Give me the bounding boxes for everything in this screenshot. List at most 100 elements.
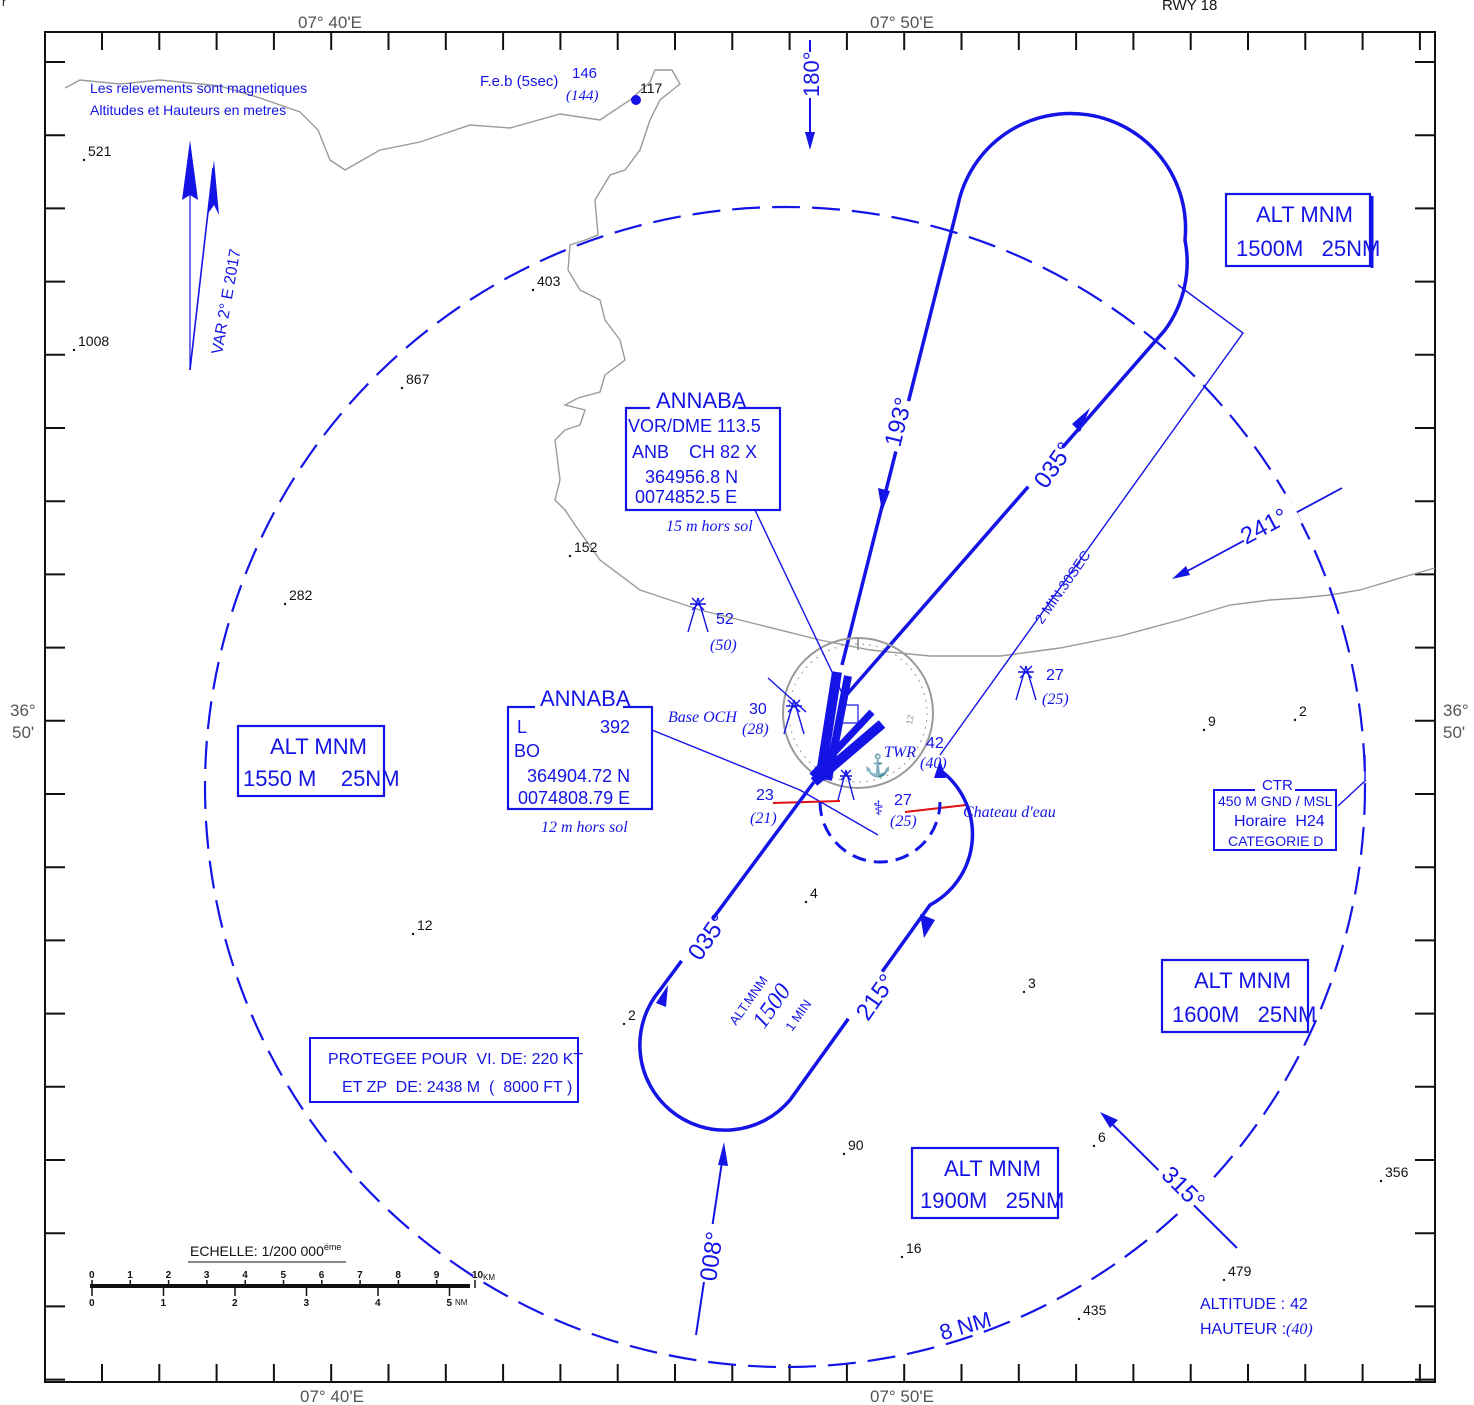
bearing-008: 008°: [695, 1230, 729, 1283]
runway-label: RWY 18: [1162, 0, 1217, 14]
ndb-lat: 364904.72 N: [527, 766, 630, 786]
msa-nw-title: ALT MNM: [270, 734, 367, 759]
chateau-label: Chateau d'eau: [963, 804, 1056, 821]
spot-height-dot: [1293, 718, 1297, 722]
spot-height-label: 867: [406, 371, 430, 387]
msa-e-value: 1600M 25NM: [1172, 1002, 1316, 1027]
scale-bar: ECHELLE: 1/200 000éme 0 1 2 3 4 5 6 7 8 9 10 0 1 2 3 4…: [89, 1242, 495, 1309]
airport-compass-rose: 12: [782, 637, 934, 789]
inbound-193-arrow-icon: [878, 488, 890, 512]
msa-box-ne: ALT MNM 1500M 25NM: [1224, 192, 1380, 268]
spot-height-label: 521: [88, 143, 112, 159]
ndb-name: ANNABA: [540, 686, 631, 711]
lat-deg-right: 36°: [1443, 701, 1469, 720]
vor-height: 15 m hors sol: [666, 518, 753, 535]
msa-box-e: ALT MNM 1600M 25NM: [1160, 958, 1316, 1034]
spot-height-label: 90: [848, 1137, 864, 1153]
spot-height-label: 2: [1299, 703, 1307, 719]
corner-mark: r: [2, 0, 6, 9]
spot-height-label: 2: [628, 1007, 636, 1023]
ndb-l: L: [517, 717, 527, 737]
scale-km-tick: 5: [281, 1270, 287, 1281]
bearing-180: 180°: [799, 51, 824, 97]
spot-height-dot: [1092, 1144, 1096, 1148]
spot-height-label: 356: [1385, 1164, 1409, 1180]
scale-nm-tick: 4: [375, 1298, 381, 1309]
scale-km-tick: 2: [166, 1270, 172, 1281]
vor-lat: 364956.8 N: [645, 467, 738, 487]
msa-ne-value: 1500M 25NM: [1236, 236, 1380, 261]
scale-nm-tick: 0: [89, 1298, 95, 1309]
note-bearings-magnetic: Les relevements sont magnetiques: [90, 80, 307, 96]
course-241-arrow-icon: [1172, 566, 1190, 579]
variation-label: VAR 2° E 2017: [209, 248, 244, 356]
lon-label-bottom-right: 07° 50'E: [870, 1387, 934, 1405]
twr-label: TWR: [884, 744, 916, 761]
vor-leader-line: [754, 509, 844, 696]
obstacle-23-alt: 23: [756, 787, 774, 804]
obstacle-27-tower-alt: 27: [894, 792, 912, 809]
obstacle-52-height: (50): [710, 637, 737, 654]
scale-nm-tick: 2: [232, 1298, 238, 1309]
scale-km-tick: 1: [127, 1270, 133, 1281]
spot-height-dot: [531, 288, 535, 292]
spot-height-dot: [400, 386, 404, 390]
obstacle-23-height: (21): [750, 810, 777, 827]
spot-height-label: 435: [1083, 1302, 1107, 1318]
tower-icon: ⚓: [864, 753, 891, 778]
obstacle-42-alt: 42: [926, 735, 944, 752]
spot-height-label: 403: [537, 273, 561, 289]
scale-km-tick: 0: [89, 1270, 95, 1281]
obstacle-27-tower-height: (25): [890, 813, 917, 830]
course-315-arrow-icon: [1100, 1112, 1118, 1128]
protection-speed: PROTEGEE POUR VI. DE: 220 KT: [328, 1051, 583, 1068]
scale-km-tick: 4: [242, 1270, 248, 1281]
scale-title: ECHELLE: 1/200 000éme: [190, 1242, 341, 1259]
scale-km-tick: 9: [434, 1270, 440, 1281]
spot-height-label: 9: [1208, 713, 1216, 729]
spot-height-label: 4: [810, 885, 818, 901]
scale-km-tick: 3: [204, 1270, 210, 1281]
lat-deg-left: 36°: [10, 701, 36, 720]
scale-km-tick: 7: [357, 1270, 363, 1281]
spot-height-label: 152: [574, 539, 598, 555]
obstacle-23-line: [772, 800, 841, 804]
vor-ident: ANB CH 82 X: [632, 442, 757, 462]
ctr-hours: Horaire H24: [1234, 813, 1325, 830]
spot-height-label: 1008: [78, 333, 109, 349]
holding-pattern-north: [840, 111, 1189, 702]
legend-altitude-value: 42: [1290, 1296, 1308, 1313]
ctr-box: CTR 450 M GND / MSL Horaire H24 CATEGORI…: [1213, 755, 1367, 851]
vor-lon: 0074852.5 E: [635, 487, 737, 507]
legend-height-value: (40): [1286, 1321, 1313, 1338]
timing-label: 2 MIN.30SEC: [1031, 547, 1093, 626]
scale-nm-tick: 1: [161, 1298, 167, 1309]
obstacle-30-height: (28): [742, 721, 769, 738]
scale-nm-tick: 5: [447, 1298, 453, 1309]
msa-box-nw: ALT MNM 1550 M 25NM: [236, 724, 400, 798]
msa-nw-value: 1550 M 25NM: [243, 766, 400, 791]
msa-s-value: 1900M 25NM: [920, 1188, 1064, 1213]
base-och-label: Base OCH: [668, 709, 738, 726]
feb-point-icon: [631, 95, 641, 105]
spot-height-dot: [900, 1255, 904, 1259]
obstacle-icons: [687, 597, 1037, 801]
spot-height-label: 6: [1098, 1129, 1106, 1145]
course-008-arrow-icon: [718, 1142, 728, 1166]
spot-height-dot: [283, 602, 287, 606]
vor-name: ANNABA: [656, 388, 747, 413]
msa-s-title: ALT MNM: [944, 1156, 1041, 1181]
south-turn-arrow-icon: [920, 914, 935, 938]
ctr-limits: 450 M GND / MSL: [1218, 793, 1333, 809]
holding-pattern-south: [638, 768, 975, 1132]
lon-label-bottom-left: 07° 40'E: [300, 1387, 364, 1405]
map-frame: [44, 31, 1436, 1383]
ctr-title: CTR: [1262, 777, 1293, 794]
feb-label: F.e.b (5sec): [480, 73, 558, 90]
scale-nm-tick: 3: [304, 1298, 310, 1309]
lat-min-left: 50': [12, 723, 34, 742]
ndb-height: 12 m hors sol: [541, 819, 628, 836]
spot-height-dot: [82, 158, 86, 162]
spot-height-dot: [1202, 728, 1206, 732]
